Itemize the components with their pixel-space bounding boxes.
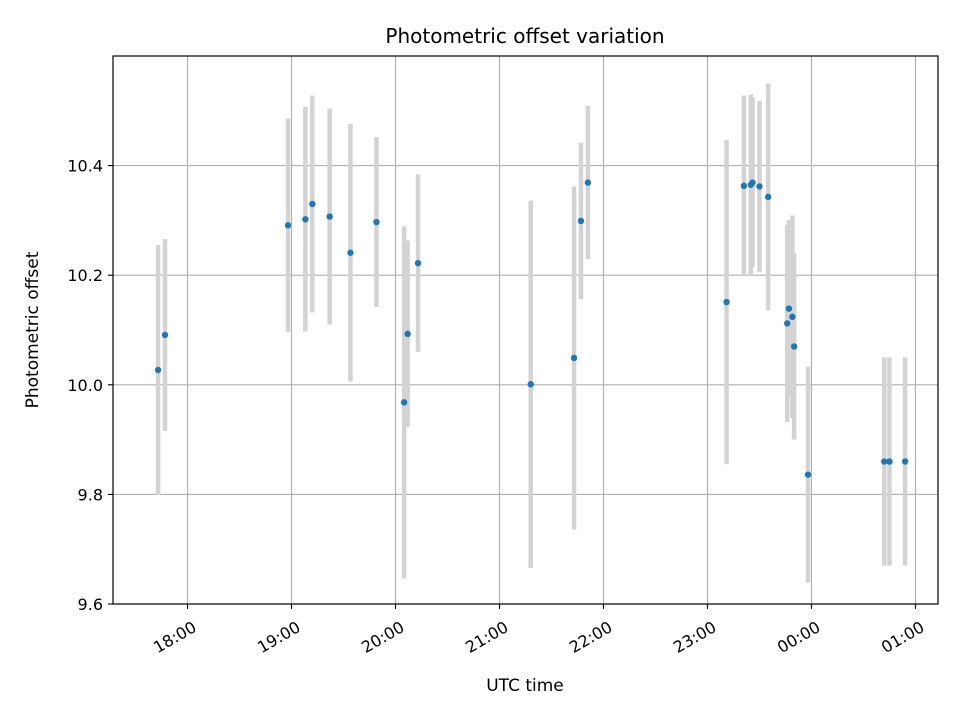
y-tick-label: 9.6 xyxy=(78,595,103,614)
data-points xyxy=(154,179,909,478)
y-tick-label: 10.2 xyxy=(67,266,103,285)
data-point xyxy=(414,259,422,267)
data-point xyxy=(577,217,585,225)
data-point xyxy=(302,216,309,223)
data-point xyxy=(740,182,748,190)
data-point xyxy=(804,471,812,478)
data-point xyxy=(154,366,162,374)
data-point xyxy=(284,222,292,229)
x-tick-label: 20:00 xyxy=(358,617,407,657)
data-point xyxy=(584,179,592,186)
data-point xyxy=(881,458,888,465)
y-tick-label: 10.4 xyxy=(67,157,103,176)
x-tick-label: 18:00 xyxy=(150,617,199,657)
data-point xyxy=(309,200,316,208)
x-tick-label: 01:00 xyxy=(878,617,927,657)
plot-frame xyxy=(112,55,939,605)
data-point xyxy=(570,354,578,362)
data-point xyxy=(347,249,354,256)
data-point xyxy=(326,213,333,220)
x-tick-label: 00:00 xyxy=(774,617,823,657)
data-point xyxy=(749,179,756,186)
x-axis-ticks: 18:00 19:00 20:00 21:00 22:00 23:00 00:00 01:00 xyxy=(150,604,927,657)
x-axis-label: UTC time xyxy=(486,676,564,696)
grid xyxy=(113,56,938,605)
data-point xyxy=(527,381,534,388)
data-point xyxy=(901,458,909,465)
data-point xyxy=(404,330,411,338)
data-point xyxy=(790,343,798,350)
data-point xyxy=(785,305,793,312)
data-point xyxy=(723,298,730,306)
data-point xyxy=(756,183,763,190)
x-tick-label: 19:00 xyxy=(254,617,303,657)
data-point xyxy=(373,218,380,226)
x-tick-label: 22:00 xyxy=(566,617,615,657)
data-point xyxy=(784,320,791,327)
y-axis-label: Photometric offset xyxy=(23,251,43,408)
data-point xyxy=(161,331,169,339)
data-point xyxy=(886,458,893,465)
x-tick-label: 23:00 xyxy=(670,617,719,657)
data-point xyxy=(789,313,796,321)
data-point xyxy=(400,399,408,406)
chart-title: Photometric offset variation xyxy=(385,24,664,48)
y-tick-label: 9.8 xyxy=(78,485,103,504)
y-tick-label: 10.0 xyxy=(67,376,103,395)
data-point xyxy=(764,193,772,201)
error-bars xyxy=(155,83,908,583)
y-axis-ticks: 9.6 9.8 10.0 10.2 10.4 xyxy=(67,157,113,614)
x-tick-label: 21:00 xyxy=(462,617,511,657)
